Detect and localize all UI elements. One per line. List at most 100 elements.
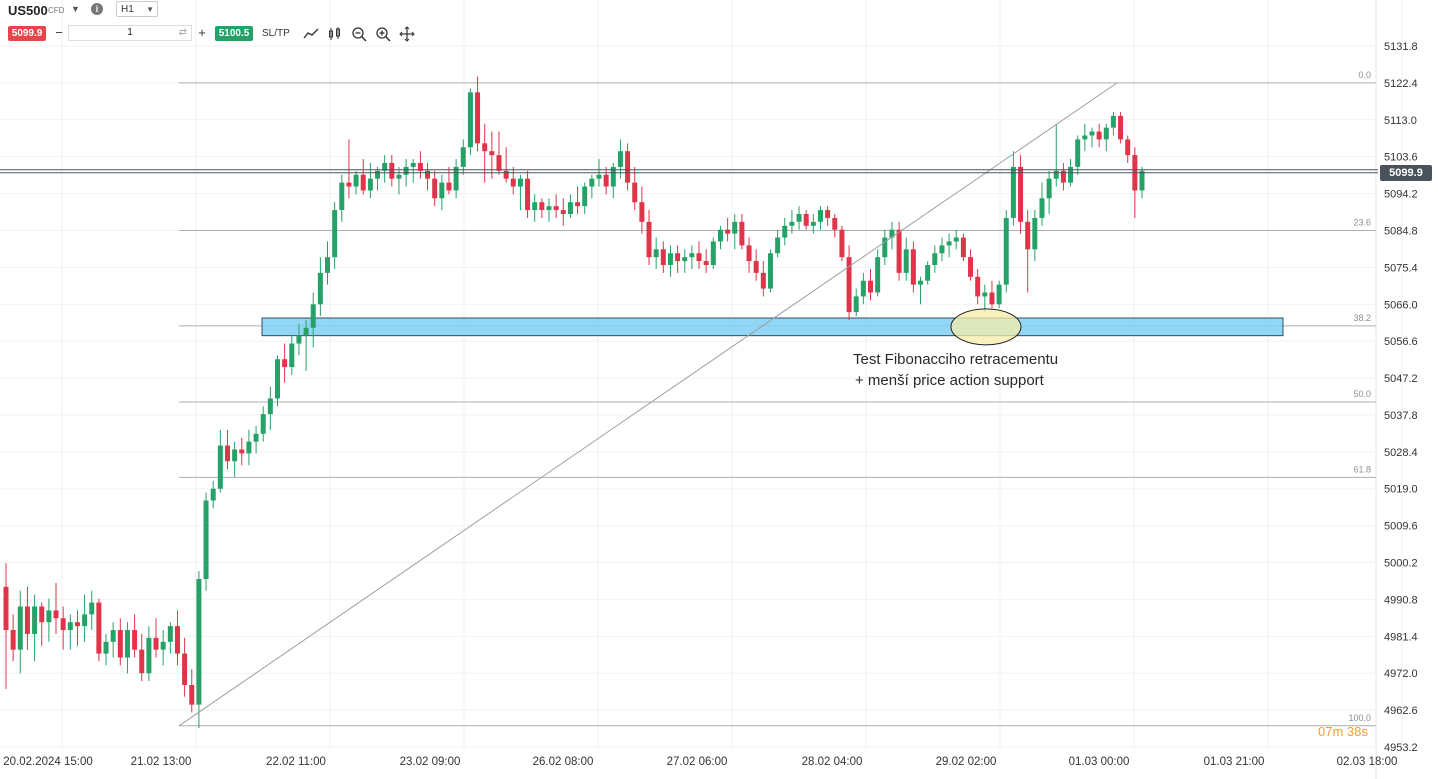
candle [17,590,23,674]
candle-body [317,272,323,305]
candle [603,166,609,195]
candle-body [110,630,116,642]
candle-body [839,229,845,258]
candle [532,194,538,222]
candle-body [625,151,631,183]
candle [96,598,102,662]
candle-body [303,327,309,336]
candle [432,170,438,207]
candle-body [710,241,716,266]
candle [1060,162,1066,191]
fib-level-label: 23.6 [1353,217,1371,227]
candle-body [1139,170,1145,191]
candle [482,123,488,183]
candle-body [846,257,852,313]
candle [332,202,338,269]
candle [617,139,623,179]
candle [146,626,152,682]
time-tick-label: 01.03 21:00 [1204,756,1265,768]
candle [796,206,802,230]
candle-body [639,202,645,222]
candle-body [453,166,459,191]
candle-body [760,272,766,289]
candle [846,245,852,320]
candle-body [889,229,895,238]
candle-body [803,213,809,226]
candle-body [124,630,130,658]
candle [10,614,16,662]
candle-body [1089,131,1095,136]
candle [132,614,138,658]
candle [589,174,595,199]
candle [375,166,381,191]
candle [267,386,273,430]
candle-body [167,626,173,642]
candle [110,622,116,658]
candle [882,229,888,266]
candle-body [432,178,438,199]
price-axis[interactable]: 5131.8 5122.4 5113.0 5103.6 5094.2 5084.8 5075… [1384,41,1418,754]
time-tick-label: 26.02 08:00 [533,756,594,768]
annotation-line-1: Test Fibonacciho retracementu [853,351,1058,368]
candle [425,162,431,191]
zoom-in-icon[interactable] [375,26,391,42]
candle [860,272,866,305]
fibonacci-retracement[interactable]: 0.0 23.6 38.2 50.0 61.8 100.0 [179,70,1376,727]
candle [782,217,788,246]
timeframe-select[interactable]: H1 ▼ [116,1,158,17]
candle [760,261,766,297]
quantity-increase-button[interactable]: + [198,25,206,40]
candle [753,249,759,281]
candle [224,429,230,470]
candle-body [246,441,252,454]
candle-body [17,606,23,650]
quantity-value: 1 [127,27,133,38]
candle [82,594,88,642]
zoom-out-icon[interactable] [351,26,367,42]
sell-price-button[interactable]: 5099.9 [8,26,46,41]
candle-body [975,276,981,297]
candle-body [982,292,988,297]
candle-body [189,684,195,705]
candle [396,166,402,195]
candle [903,237,909,281]
info-icon[interactable]: i [91,3,103,15]
candlestick-icon[interactable] [327,26,343,42]
line-chart-icon[interactable] [303,26,319,42]
symbol-label[interactable]: US500 [8,3,48,18]
candle [703,249,709,273]
sltp-button[interactable]: SL/TP [262,28,290,39]
candle-body [717,229,723,242]
price-tick-label: 4953.2 [1384,742,1418,754]
current-price-tag: 5099.9 [1380,165,1432,181]
candle-body [910,249,916,285]
chevron-down-icon: ▼ [146,5,154,14]
crosshair-icon[interactable] [399,26,415,42]
swap-icon[interactable]: ⇄ [178,27,187,38]
candle [117,618,123,666]
candle [775,229,781,258]
chart-grid [0,0,1403,779]
time-axis[interactable]: 20.02.2024 15:00 21.02 13:00 22.02 11:00 23… [3,756,1397,768]
candle-body [532,202,538,211]
buy-price-button[interactable]: 5100.5 [215,26,253,41]
quantity-decrease-button[interactable]: − [55,25,63,40]
candle [1089,127,1095,148]
candle-body [1118,115,1124,140]
candle [682,249,688,273]
candle [625,143,631,191]
candle [439,174,445,211]
support-zone[interactable] [261,317,1284,337]
candle-body [582,186,588,207]
candle [868,268,874,301]
price-tick-label: 5113.0 [1384,115,1417,127]
chevron-down-icon[interactable]: ▼ [71,4,80,14]
quantity-input[interactable]: 1 ⇄ [68,25,192,41]
candle-body [689,253,695,258]
candle-body [1103,127,1109,140]
candle [89,590,95,631]
candle-body [367,178,373,191]
candle-body [546,206,552,211]
candle [1096,123,1102,148]
